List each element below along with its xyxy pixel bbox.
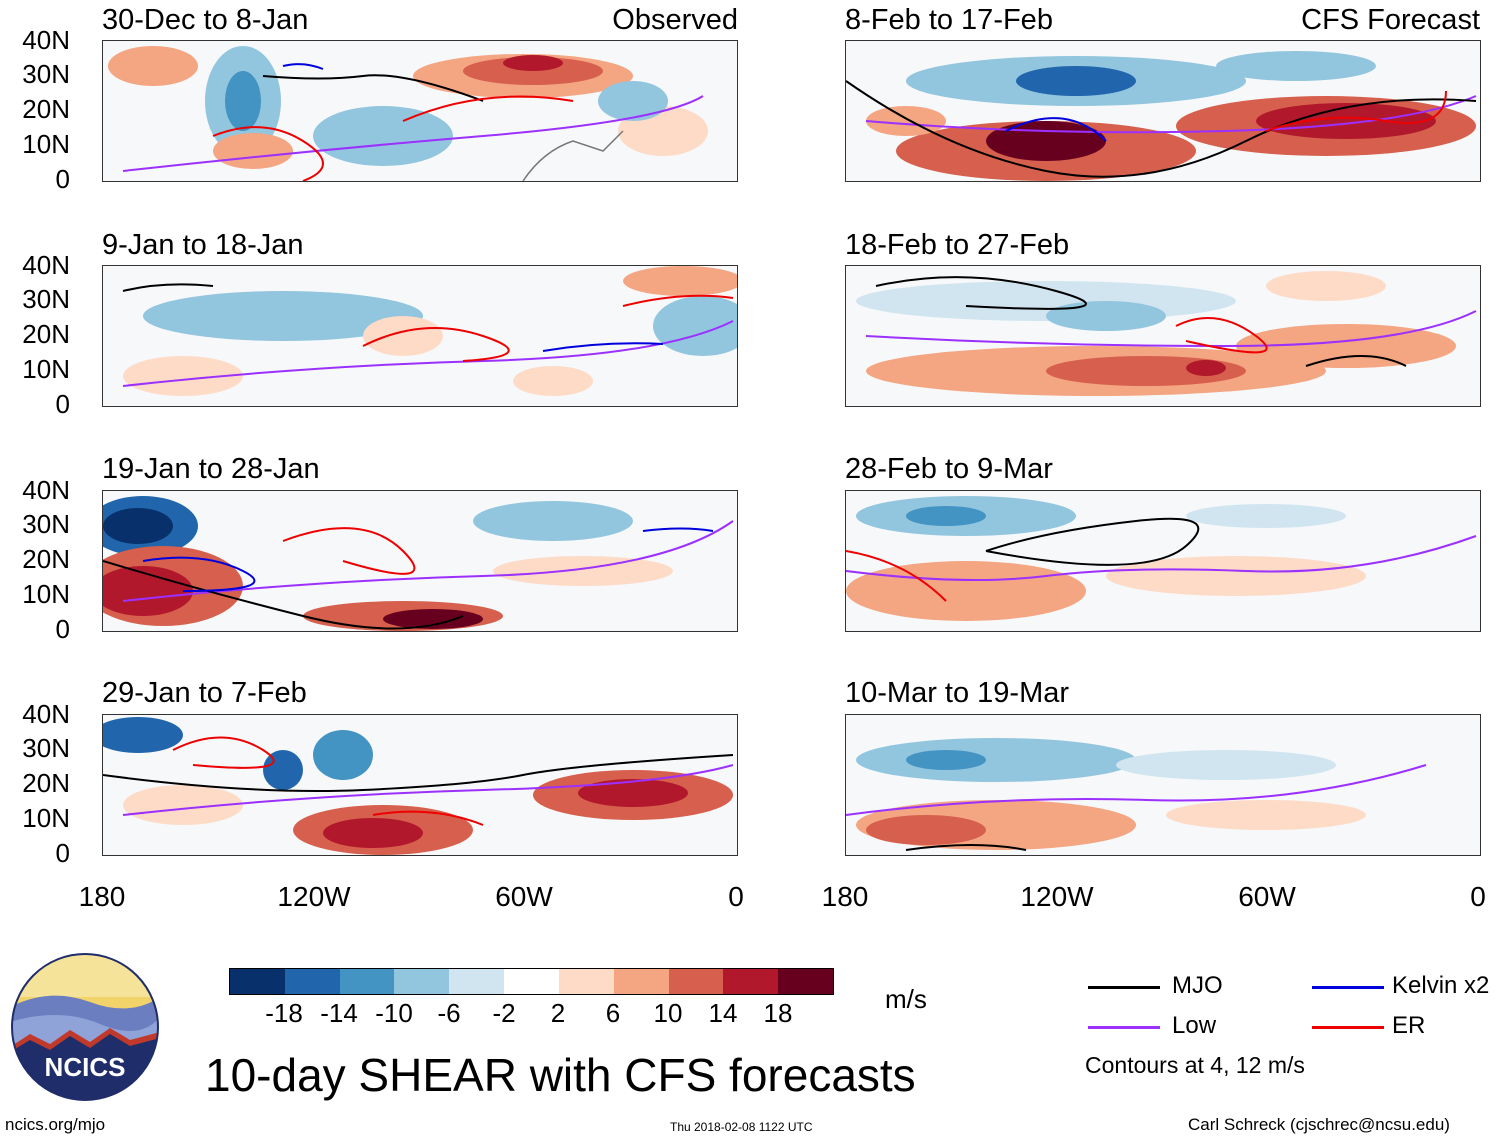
- legend-line-er: [1312, 1026, 1384, 1029]
- panel-title-4: 29-Jan to 7-Feb: [102, 677, 307, 709]
- legend-label-er: ER: [1392, 1012, 1426, 1039]
- panel-title-7: 28-Feb to 9-Mar: [845, 453, 1053, 485]
- colorbar-swatch: [613, 969, 669, 994]
- panel-tag-forecast: CFS Forecast: [1301, 4, 1480, 36]
- main-title: 10-day SHEAR with CFS forecasts: [205, 1049, 916, 1101]
- panel-tag-observed: Observed: [612, 4, 738, 36]
- colorbar-swatch: [558, 969, 614, 994]
- panel-title-2: 9-Jan to 18-Jan: [102, 229, 304, 261]
- legend-line-kelvin: [1312, 986, 1384, 989]
- map-panel-observed-3: [102, 490, 738, 632]
- panel-title-3: 19-Jan to 28-Jan: [102, 453, 320, 485]
- map-panel-observed-4: [102, 714, 738, 856]
- map-panel-forecast-2: [845, 265, 1481, 407]
- panel-title-6: 18-Feb to 27-Feb: [845, 229, 1070, 261]
- colorbar-swatch: [230, 969, 285, 994]
- map-panel-observed-1: [102, 40, 738, 182]
- colorbar-swatch: [723, 969, 779, 994]
- colorbar-swatch: [778, 969, 833, 994]
- map-panel-forecast-4: [845, 714, 1481, 856]
- colorbar-swatch: [394, 969, 450, 994]
- footer-credit: Carl Schreck (cjschrec@ncsu.edu): [1188, 1115, 1450, 1134]
- map-panel-forecast-1: [845, 40, 1481, 182]
- colorbar: [229, 968, 834, 995]
- panel-title-5: 8-Feb to 17-Feb: [845, 4, 1053, 36]
- colorbar-swatch: [339, 969, 395, 994]
- footer-timestamp: Thu 2018-02-08 1122 UTC: [670, 1120, 813, 1134]
- legend-note: Contours at 4, 12 m/s: [1085, 1052, 1305, 1078]
- colorbar-swatch: [449, 969, 505, 994]
- footer-url[interactable]: ncics.org/mjo: [5, 1115, 106, 1134]
- legend-label-mjo: MJO: [1172, 972, 1223, 999]
- panel-title-1: 30-Dec to 8-Jan: [102, 4, 309, 36]
- panel-title-8: 10-Mar to 19-Mar: [845, 677, 1070, 709]
- colorbar-units: m/s: [885, 984, 927, 1014]
- colorbar-swatch: [284, 969, 340, 994]
- colorbar-swatch: [504, 969, 559, 994]
- legend-line-low: [1088, 1026, 1160, 1029]
- legend-label-low: Low: [1172, 1012, 1217, 1039]
- legend-label-kelvin: Kelvin x2: [1392, 972, 1490, 999]
- map-panel-forecast-3: [845, 490, 1481, 632]
- legend-line-mjo: [1088, 986, 1160, 989]
- logo-text: NCICS: [45, 1052, 126, 1082]
- ncics-logo: NCICS: [10, 952, 160, 1102]
- colorbar-swatch: [668, 969, 724, 994]
- map-panel-observed-2: [102, 265, 738, 407]
